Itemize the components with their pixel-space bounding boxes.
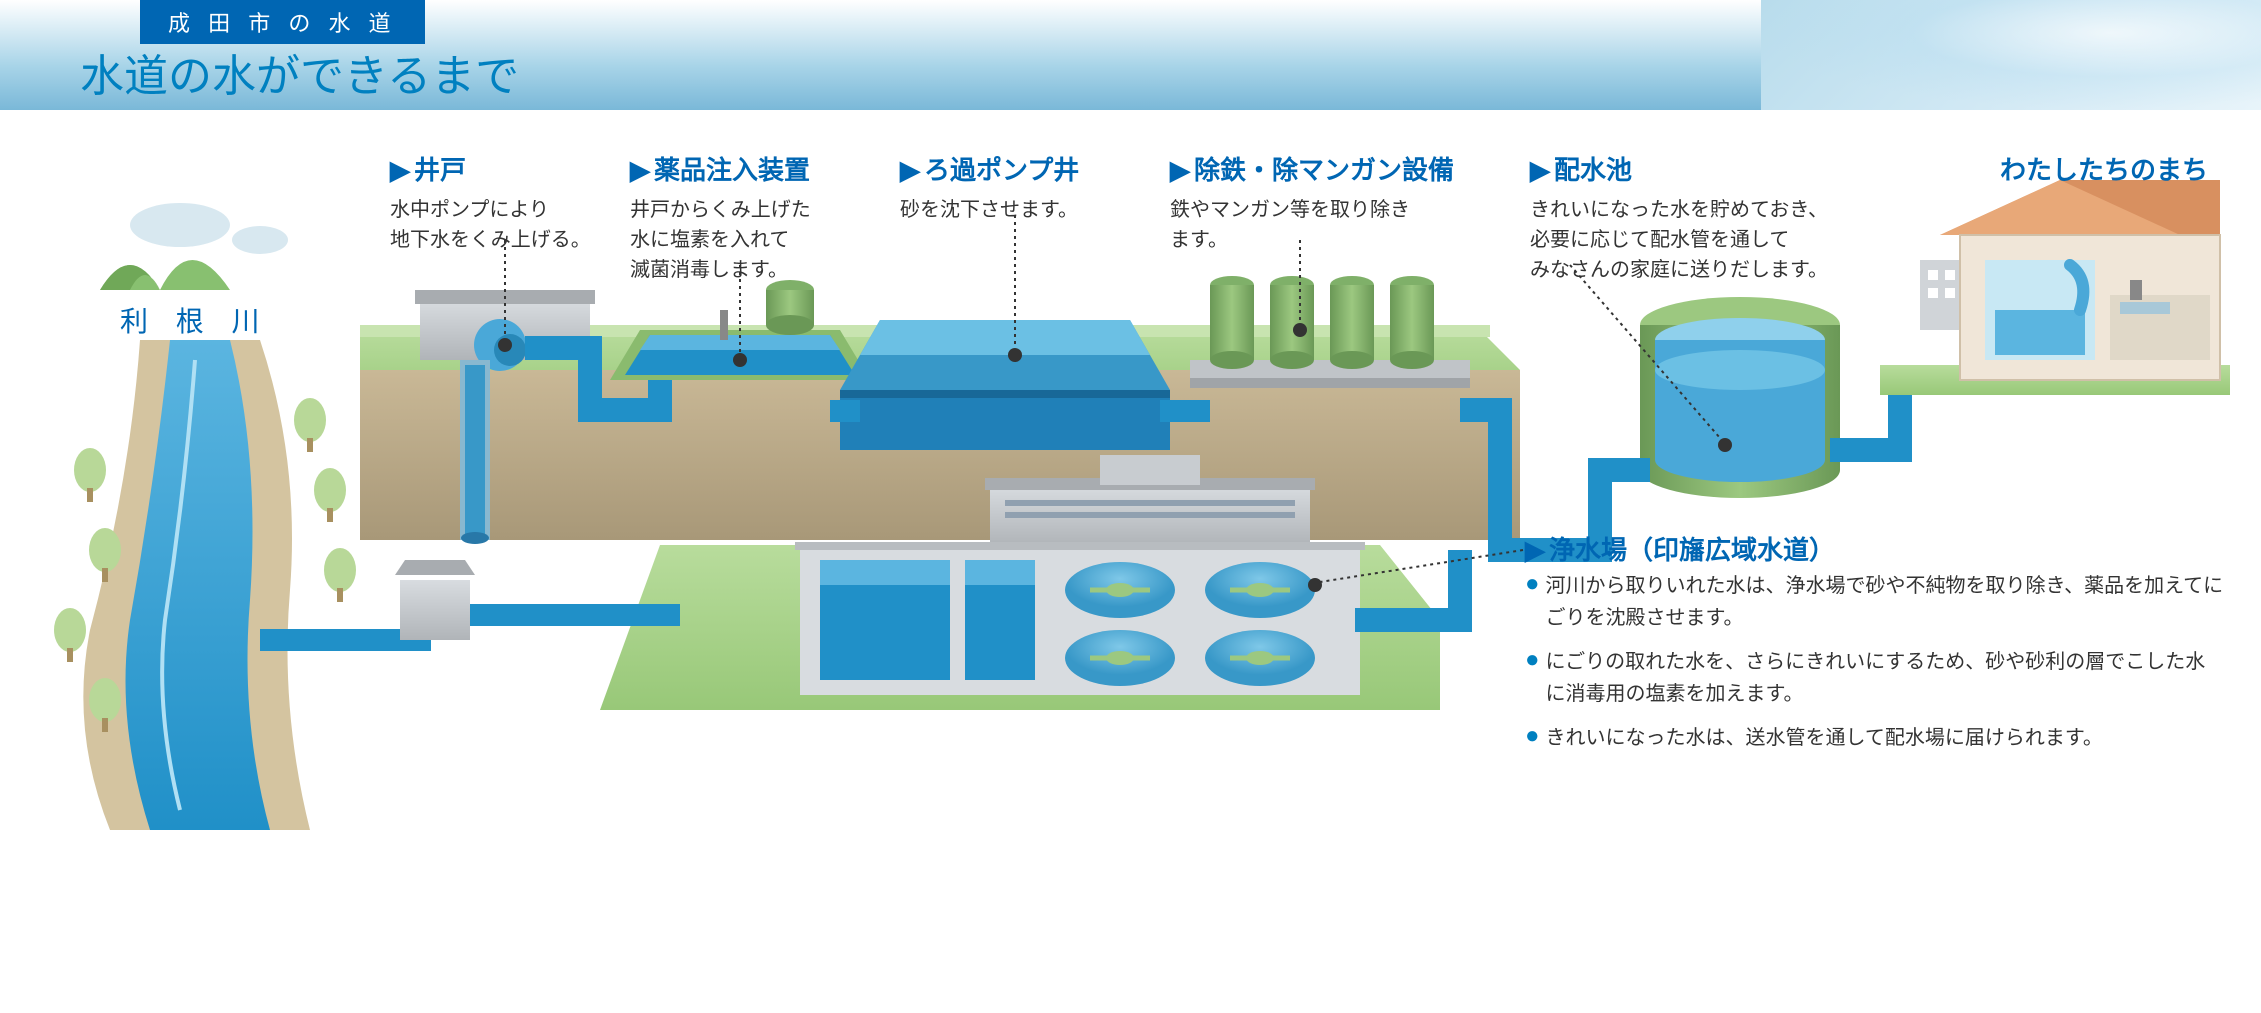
bullet-icon: ● <box>1525 646 1540 710</box>
reservoir-tank <box>1640 297 1840 498</box>
label-iron: ▶除鉄・除マンガン設備 鉄やマンガン等を取り除き ます。 <box>1170 150 1454 255</box>
cloud <box>232 226 288 254</box>
triangle-icon: ▶ <box>630 155 650 185</box>
town-title: わたしたちのまち <box>2000 150 2208 187</box>
diagram-canvas: ▶井戸 水中ポンプにより 地下水をくみ上げる。 ▶薬品注入装置 井戸からくみ上げ… <box>0 130 2261 1013</box>
header-badge: 成 田 市 の 水 道 <box>140 0 425 44</box>
filter-desc: 砂を沈下させます。 <box>900 195 1079 225</box>
header-water-texture <box>1761 0 2261 110</box>
plant-title: 浄水場（印旛広域水道） <box>1549 535 1835 565</box>
chemical-desc: 井戸からくみ上げた 水に塩素を入れて 滅菌消毒します。 <box>630 195 811 285</box>
intake <box>260 560 680 640</box>
chemical-title: 薬品注入装置 <box>654 155 810 185</box>
triangle-icon: ▶ <box>1170 155 1190 185</box>
label-river: 利 根 川 <box>120 300 270 340</box>
triangle-icon: ▶ <box>1530 155 1550 185</box>
label-town: わたしたちのまち <box>2000 150 2208 187</box>
bullet-text: きれいになった水は、送水管を通して配水場に届けられます。 <box>1546 722 2103 754</box>
triangle-icon: ▶ <box>1525 535 1545 565</box>
triangle-icon: ▶ <box>900 155 920 185</box>
pipe-3 <box>1160 400 1210 422</box>
reservoir-desc: きれいになった水を貯めておき、 必要に応じて配水管を通して みなさんの家庭に送り… <box>1530 195 1828 285</box>
cloud <box>130 203 230 247</box>
bullet-text: 河川から取りいれた水は、浄水場で砂や不純物を取り除き、薬品を加えてにごりを沈殿さ… <box>1546 570 2226 634</box>
label-reservoir: ▶配水池 きれいになった水を貯めておき、 必要に応じて配水管を通して みなさんの… <box>1530 150 1828 285</box>
triangle-icon: ▶ <box>390 155 410 185</box>
page-title: 水道の水ができるまで <box>80 40 519 104</box>
well-desc: 水中ポンプにより 地下水をくみ上げる。 <box>390 195 591 255</box>
header: 成 田 市 の 水 道 水道の水ができるまで <box>0 0 2261 110</box>
pipe-2 <box>830 400 860 422</box>
reservoir-title: 配水池 <box>1554 155 1632 185</box>
river-title: 利 根 川 <box>120 300 270 340</box>
bullet-icon: ● <box>1525 722 1540 754</box>
plant-bullets: ●河川から取りいれた水は、浄水場で砂や不純物を取り除き、薬品を加えてにごりを沈殿… <box>1525 570 2225 766</box>
iron-title: 除鉄・除マンガン設備 <box>1194 155 1454 185</box>
label-well: ▶井戸 水中ポンプにより 地下水をくみ上げる。 <box>390 150 591 255</box>
filter-well <box>840 320 1170 450</box>
filter-title: ろ過ポンプ井 <box>924 155 1079 185</box>
pipe-4 <box>1460 410 1650 550</box>
iron-removal <box>1190 276 1470 388</box>
bullet-item: ●河川から取りいれた水は、浄水場で砂や不純物を取り除き、薬品を加えてにごりを沈殿… <box>1525 570 2225 634</box>
label-plant: ▶浄水場（印旛広域水道） <box>1525 530 1835 575</box>
town <box>1880 180 2230 395</box>
label-chemical: ▶薬品注入装置 井戸からくみ上げた 水に塩素を入れて 滅菌消毒します。 <box>630 150 811 285</box>
bullet-icon: ● <box>1525 570 1540 634</box>
bullet-text: にごりの取れた水を、さらにきれいにするため、砂や砂利の層でこした水に消毒用の塩素… <box>1546 646 2226 710</box>
iron-desc: 鉄やマンガン等を取り除き ます。 <box>1170 195 1454 255</box>
bullet-item: ●きれいになった水は、送水管を通して配水場に届けられます。 <box>1525 722 2225 754</box>
label-filter: ▶ろ過ポンプ井 砂を沈下させます。 <box>900 150 1079 225</box>
bullet-item: ●にごりの取れた水を、さらにきれいにするため、砂や砂利の層でこした水に消毒用の塩… <box>1525 646 2225 710</box>
well-title: 井戸 <box>414 155 466 185</box>
basins <box>795 542 1365 695</box>
